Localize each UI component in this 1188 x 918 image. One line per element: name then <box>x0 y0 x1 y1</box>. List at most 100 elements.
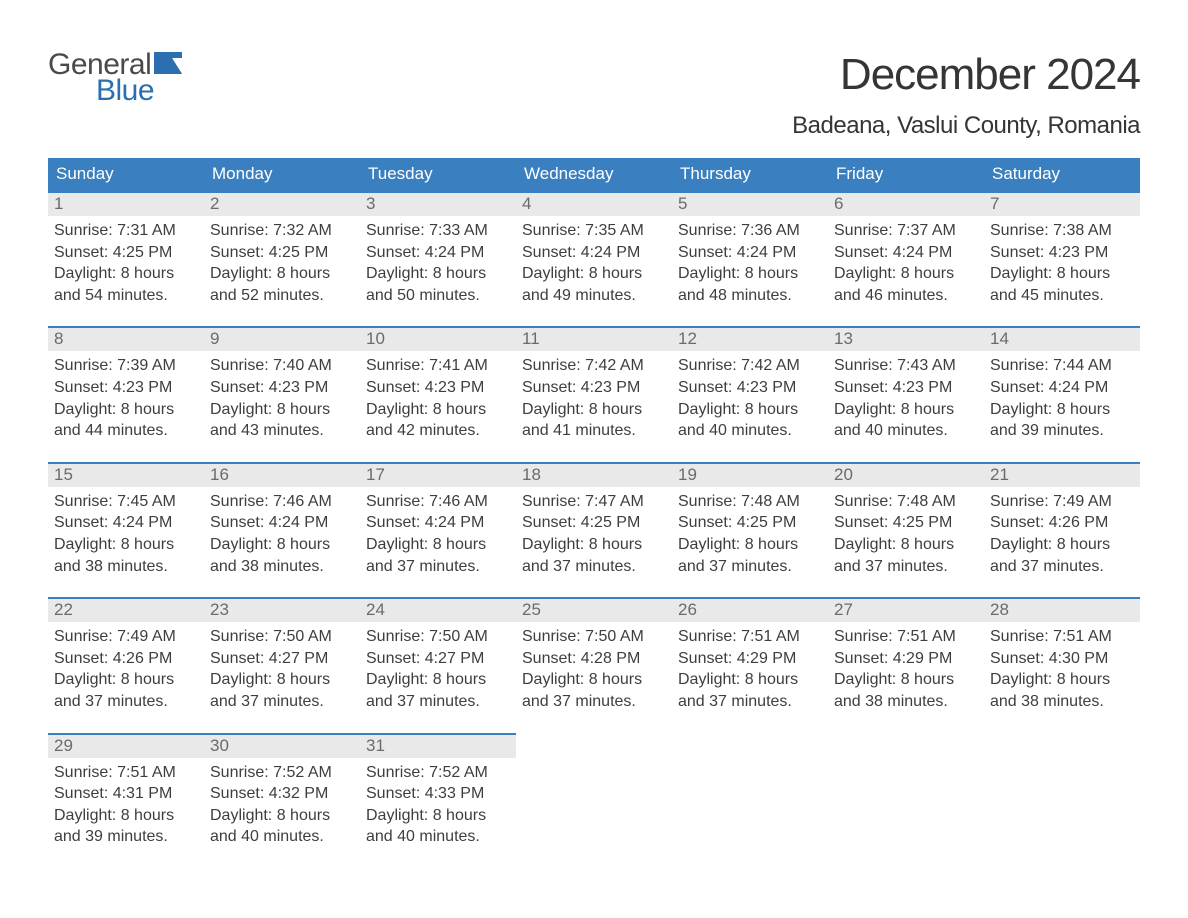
day-cell-empty <box>828 733 984 850</box>
day-cell: 27Sunrise: 7:51 AMSunset: 4:29 PMDayligh… <box>828 597 984 714</box>
daylight-line-1: Daylight: 8 hours <box>210 805 354 827</box>
day-number: 27 <box>828 597 984 622</box>
sunset-line: Sunset: 4:24 PM <box>210 512 354 534</box>
sunrise-line: Sunrise: 7:50 AM <box>522 626 666 648</box>
daylight-line-2: and 37 minutes. <box>990 556 1134 578</box>
daylight-line-2: and 44 minutes. <box>54 420 198 442</box>
sunset-line: Sunset: 4:24 PM <box>522 242 666 264</box>
day-details: Sunrise: 7:49 AMSunset: 4:26 PMDaylight:… <box>48 622 204 714</box>
daylight-line-1: Daylight: 8 hours <box>366 669 510 691</box>
sunrise-line: Sunrise: 7:46 AM <box>210 491 354 513</box>
sunset-line: Sunset: 4:27 PM <box>366 648 510 670</box>
sunrise-line: Sunrise: 7:51 AM <box>678 626 822 648</box>
sunrise-line: Sunrise: 7:49 AM <box>54 626 198 648</box>
day-number: 10 <box>360 326 516 351</box>
daylight-line-2: and 37 minutes. <box>678 556 822 578</box>
day-cell: 22Sunrise: 7:49 AMSunset: 4:26 PMDayligh… <box>48 597 204 714</box>
day-cell: 16Sunrise: 7:46 AMSunset: 4:24 PMDayligh… <box>204 462 360 579</box>
daylight-line-1: Daylight: 8 hours <box>366 534 510 556</box>
day-number: 24 <box>360 597 516 622</box>
daylight-line-2: and 40 minutes. <box>210 826 354 848</box>
sunrise-line: Sunrise: 7:52 AM <box>366 762 510 784</box>
day-number: 23 <box>204 597 360 622</box>
day-cell: 3Sunrise: 7:33 AMSunset: 4:24 PMDaylight… <box>360 191 516 308</box>
daylight-line-1: Daylight: 8 hours <box>210 263 354 285</box>
day-details: Sunrise: 7:50 AMSunset: 4:27 PMDaylight:… <box>360 622 516 714</box>
sunset-line: Sunset: 4:26 PM <box>54 648 198 670</box>
day-cell: 2Sunrise: 7:32 AMSunset: 4:25 PMDaylight… <box>204 191 360 308</box>
daylight-line-2: and 50 minutes. <box>366 285 510 307</box>
dow-wednesday: Wednesday <box>516 158 672 191</box>
sunrise-line: Sunrise: 7:42 AM <box>678 355 822 377</box>
day-number: 28 <box>984 597 1140 622</box>
day-cell: 28Sunrise: 7:51 AMSunset: 4:30 PMDayligh… <box>984 597 1140 714</box>
daylight-line-1: Daylight: 8 hours <box>990 669 1134 691</box>
daylight-line-2: and 41 minutes. <box>522 420 666 442</box>
daylight-line-2: and 38 minutes. <box>210 556 354 578</box>
sunrise-line: Sunrise: 7:39 AM <box>54 355 198 377</box>
day-cell: 29Sunrise: 7:51 AMSunset: 4:31 PMDayligh… <box>48 733 204 850</box>
sunset-line: Sunset: 4:23 PM <box>678 377 822 399</box>
daylight-line-1: Daylight: 8 hours <box>210 669 354 691</box>
dow-friday: Friday <box>828 158 984 191</box>
daylight-line-2: and 38 minutes. <box>54 556 198 578</box>
logo: General Blue <box>48 50 182 106</box>
week-row: 22Sunrise: 7:49 AMSunset: 4:26 PMDayligh… <box>48 597 1140 714</box>
sunrise-line: Sunrise: 7:52 AM <box>210 762 354 784</box>
day-details: Sunrise: 7:33 AMSunset: 4:24 PMDaylight:… <box>360 216 516 308</box>
day-cell-empty <box>984 733 1140 850</box>
day-cell: 7Sunrise: 7:38 AMSunset: 4:23 PMDaylight… <box>984 191 1140 308</box>
day-details: Sunrise: 7:37 AMSunset: 4:24 PMDaylight:… <box>828 216 984 308</box>
sunrise-line: Sunrise: 7:32 AM <box>210 220 354 242</box>
daylight-line-1: Daylight: 8 hours <box>522 263 666 285</box>
sunrise-line: Sunrise: 7:33 AM <box>366 220 510 242</box>
day-cell: 11Sunrise: 7:42 AMSunset: 4:23 PMDayligh… <box>516 326 672 443</box>
sunset-line: Sunset: 4:33 PM <box>366 783 510 805</box>
sunrise-line: Sunrise: 7:51 AM <box>834 626 978 648</box>
daylight-line-2: and 37 minutes. <box>54 691 198 713</box>
sunset-line: Sunset: 4:24 PM <box>678 242 822 264</box>
daylight-line-2: and 49 minutes. <box>522 285 666 307</box>
daylight-line-1: Daylight: 8 hours <box>210 534 354 556</box>
sunrise-line: Sunrise: 7:48 AM <box>834 491 978 513</box>
day-number: 13 <box>828 326 984 351</box>
day-cell: 8Sunrise: 7:39 AMSunset: 4:23 PMDaylight… <box>48 326 204 443</box>
daylight-line-2: and 48 minutes. <box>678 285 822 307</box>
daylight-line-2: and 45 minutes. <box>990 285 1134 307</box>
sunrise-line: Sunrise: 7:49 AM <box>990 491 1134 513</box>
days-of-week-header: SundayMondayTuesdayWednesdayThursdayFrid… <box>48 158 1140 191</box>
sunrise-line: Sunrise: 7:41 AM <box>366 355 510 377</box>
daylight-line-2: and 52 minutes. <box>210 285 354 307</box>
day-cell: 15Sunrise: 7:45 AMSunset: 4:24 PMDayligh… <box>48 462 204 579</box>
sunset-line: Sunset: 4:23 PM <box>366 377 510 399</box>
day-number: 2 <box>204 191 360 216</box>
day-cell: 14Sunrise: 7:44 AMSunset: 4:24 PMDayligh… <box>984 326 1140 443</box>
sunset-line: Sunset: 4:25 PM <box>522 512 666 534</box>
week-row: 29Sunrise: 7:51 AMSunset: 4:31 PMDayligh… <box>48 733 1140 850</box>
daylight-line-2: and 54 minutes. <box>54 285 198 307</box>
day-number: 11 <box>516 326 672 351</box>
day-details: Sunrise: 7:48 AMSunset: 4:25 PMDaylight:… <box>828 487 984 579</box>
day-number: 15 <box>48 462 204 487</box>
daylight-line-1: Daylight: 8 hours <box>990 399 1134 421</box>
day-number: 14 <box>984 326 1140 351</box>
sunset-line: Sunset: 4:28 PM <box>522 648 666 670</box>
daylight-line-1: Daylight: 8 hours <box>834 399 978 421</box>
day-number: 9 <box>204 326 360 351</box>
sunrise-line: Sunrise: 7:31 AM <box>54 220 198 242</box>
sunrise-line: Sunrise: 7:35 AM <box>522 220 666 242</box>
daylight-line-2: and 43 minutes. <box>210 420 354 442</box>
day-details: Sunrise: 7:40 AMSunset: 4:23 PMDaylight:… <box>204 351 360 443</box>
day-cell: 25Sunrise: 7:50 AMSunset: 4:28 PMDayligh… <box>516 597 672 714</box>
sunset-line: Sunset: 4:24 PM <box>54 512 198 534</box>
daylight-line-1: Daylight: 8 hours <box>522 534 666 556</box>
sunset-line: Sunset: 4:26 PM <box>990 512 1134 534</box>
day-cell: 4Sunrise: 7:35 AMSunset: 4:24 PMDaylight… <box>516 191 672 308</box>
dow-monday: Monday <box>204 158 360 191</box>
daylight-line-2: and 40 minutes. <box>678 420 822 442</box>
location-subtitle: Badeana, Vaslui County, Romania <box>48 112 1140 140</box>
day-cell-empty <box>672 733 828 850</box>
day-details: Sunrise: 7:41 AMSunset: 4:23 PMDaylight:… <box>360 351 516 443</box>
sunrise-line: Sunrise: 7:36 AM <box>678 220 822 242</box>
sunrise-line: Sunrise: 7:38 AM <box>990 220 1134 242</box>
